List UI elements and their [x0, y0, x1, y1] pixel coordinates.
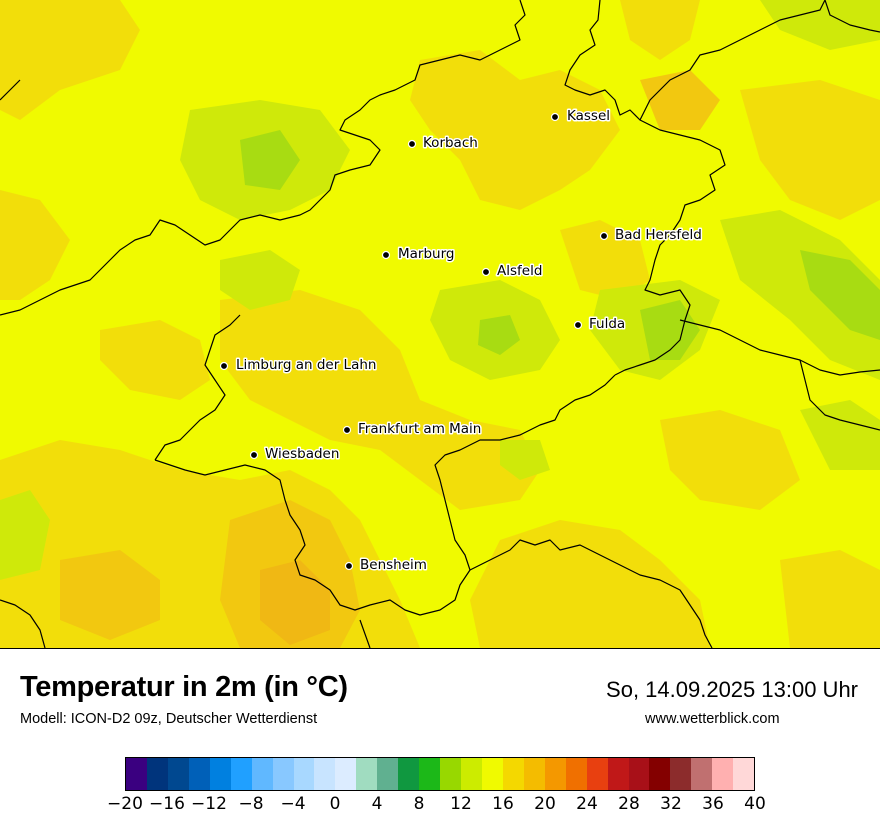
city-label-fulda: Fulda	[589, 316, 625, 332]
legend-tick-label: −8	[238, 794, 264, 814]
legend-swatch	[272, 758, 294, 790]
model-info: Modell: ICON-D2 09z, Deutscher Wetterdie…	[20, 711, 318, 727]
legend-swatch	[586, 758, 608, 790]
legend-swatch	[356, 758, 378, 790]
city-label-marburg: Marburg	[398, 246, 454, 262]
city-marburg[interactable]: Marburg	[381, 245, 456, 264]
legend-swatch	[126, 758, 147, 790]
city-label-alsfeld: Alsfeld	[497, 263, 542, 279]
legend-tick-label: 32	[660, 794, 682, 814]
weather-map: Kassel Korbach Bad Hersfeld Marburg Alsf…	[0, 0, 880, 649]
legend-swatch	[293, 758, 315, 790]
legend-tick-label: 24	[576, 794, 598, 814]
legend-swatch	[733, 758, 755, 790]
city-bensheim[interactable]: Bensheim	[344, 556, 428, 575]
legend-tick-label: 20	[534, 794, 556, 814]
map-title: Temperatur in 2m (in °C)	[20, 671, 348, 703]
legend-swatch	[188, 758, 210, 790]
legend-swatch	[167, 758, 189, 790]
city-marker	[407, 139, 417, 149]
legend-swatch	[544, 758, 566, 790]
legend-swatch	[461, 758, 482, 790]
legend-swatch	[146, 758, 168, 790]
borders	[0, 0, 880, 648]
city-marker	[219, 361, 229, 371]
temperature-map: Kassel Korbach Bad Hersfeld Marburg Alsf…	[0, 0, 880, 648]
legend-tick-label: 16	[492, 794, 514, 814]
city-label-wiesbaden: Wiesbaden	[265, 446, 339, 462]
city-marker	[573, 320, 583, 330]
legend-swatch	[649, 758, 671, 790]
forecast-datetime: So, 14.09.2025 13:00 Uhr	[606, 677, 858, 702]
website-link[interactable]: www.wetterblick.com	[645, 711, 780, 727]
legend-tick-label: 4	[371, 794, 383, 814]
city-alsfeld[interactable]: Alsfeld	[481, 262, 544, 281]
city-label-bensheim: Bensheim	[360, 557, 427, 573]
city-label-bad-hersfeld: Bad Hersfeld	[615, 227, 702, 243]
legend-ticks: −20 −16 −12 −8 −4 0 4 8 12 16 20 24 28 32 36 40	[0, 794, 880, 824]
cool-areas	[0, 0, 880, 580]
city-fulda[interactable]: Fulda	[573, 315, 627, 334]
city-marker	[342, 425, 352, 435]
legend-swatch	[712, 758, 734, 790]
legend-swatch	[314, 758, 336, 790]
legend-tick-label: 40	[744, 794, 766, 814]
legend-tick-label: 28	[618, 794, 640, 814]
legend-swatch	[377, 758, 399, 790]
legend-tick-label: 12	[450, 794, 472, 814]
city-label-limburg: Limburg an der Lahn	[236, 357, 376, 373]
legend-tick-label: −4	[280, 794, 306, 814]
city-label-korbach: Korbach	[423, 135, 478, 151]
legend-tick-label: 36	[702, 794, 724, 814]
legend-swatch	[565, 758, 587, 790]
legend-tick-label: 0	[329, 794, 341, 814]
legend-swatch	[670, 758, 692, 790]
city-label-kassel: Kassel	[567, 108, 610, 124]
legend-swatch	[335, 758, 357, 790]
city-bad-hersfeld[interactable]: Bad Hersfeld	[599, 226, 703, 245]
warm-areas	[0, 0, 880, 648]
city-wiesbaden[interactable]: Wiesbaden	[249, 445, 341, 464]
legend-swatch	[691, 758, 713, 790]
legend-swatch	[628, 758, 650, 790]
city-marker	[481, 267, 491, 277]
city-marker	[599, 231, 609, 241]
legend-tick-label: −20	[107, 794, 143, 814]
legend-tick-label: 8	[413, 794, 425, 814]
legend-tick-label: −16	[149, 794, 185, 814]
legend-swatch	[502, 758, 524, 790]
legend-swatch	[607, 758, 629, 790]
legend-swatch	[440, 758, 461, 790]
city-korbach[interactable]: Korbach	[407, 134, 479, 153]
legend-swatch	[481, 758, 503, 790]
color-legend	[125, 757, 755, 791]
city-marker	[344, 561, 354, 571]
legend-swatch	[230, 758, 252, 790]
cities-layer: Kassel Korbach Bad Hersfeld Marburg Alsf…	[219, 107, 703, 575]
legend-swatch	[419, 758, 441, 790]
legend-swatch	[209, 758, 231, 790]
city-label-frankfurt: Frankfurt am Main	[358, 421, 481, 437]
legend-swatch	[398, 758, 420, 790]
legend-swatch	[251, 758, 273, 790]
city-marker	[249, 450, 259, 460]
city-limburg[interactable]: Limburg an der Lahn	[219, 356, 378, 375]
city-frankfurt[interactable]: Frankfurt am Main	[342, 420, 483, 439]
city-marker	[381, 250, 391, 260]
legend-swatch	[523, 758, 545, 790]
legend-tick-label: −12	[191, 794, 227, 814]
city-kassel[interactable]: Kassel	[550, 107, 612, 126]
city-marker	[550, 112, 560, 122]
map-footer: Temperatur in 2m (in °C) Modell: ICON-D2…	[0, 649, 880, 830]
